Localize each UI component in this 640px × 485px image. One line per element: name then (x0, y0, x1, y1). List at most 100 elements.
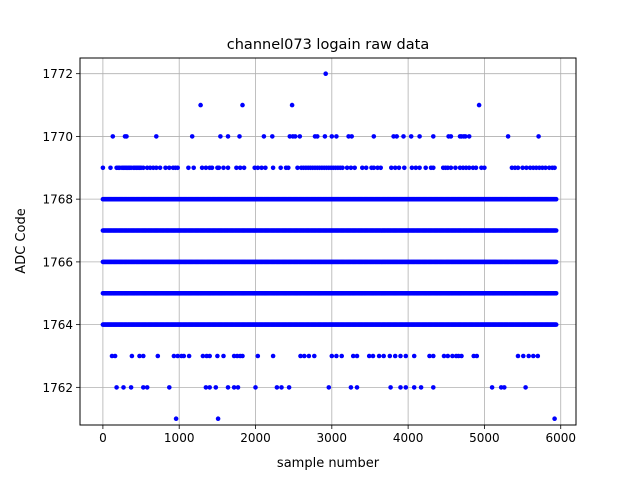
data-point (370, 353, 376, 359)
data-point (466, 134, 472, 139)
data-point (348, 165, 354, 171)
data-point (175, 353, 180, 359)
data-point (441, 353, 447, 359)
data-point (137, 353, 142, 359)
data-point (218, 134, 223, 139)
data-point (215, 353, 220, 359)
data-point (553, 322, 559, 327)
data-point (189, 134, 195, 139)
data-point (398, 353, 403, 359)
data-point (463, 134, 468, 139)
data-point (423, 165, 429, 171)
data-point (323, 71, 329, 76)
data-point (186, 165, 191, 171)
data-point (213, 385, 219, 390)
y-tick-label: 1770 (42, 130, 73, 144)
data-point (216, 165, 222, 171)
data-point (403, 353, 409, 359)
x-tick-label: 0 (99, 431, 107, 445)
data-point (329, 353, 335, 359)
data-point (141, 165, 146, 171)
data-point (100, 165, 106, 171)
data-point (225, 385, 231, 390)
data-point (141, 353, 146, 359)
y-tick-label: 1766 (42, 255, 73, 269)
data-point (278, 165, 284, 171)
data-point (255, 353, 261, 359)
data-point (515, 353, 521, 359)
data-point (388, 385, 393, 390)
data-points (100, 71, 559, 422)
data-point (398, 385, 403, 390)
data-point (263, 165, 268, 171)
x-tick-label: 5000 (469, 431, 500, 445)
data-point (521, 353, 526, 359)
data-point (225, 165, 231, 171)
data-point (235, 385, 241, 390)
data-point (378, 165, 384, 171)
data-point (396, 165, 402, 171)
data-point (552, 165, 557, 171)
data-point (112, 353, 118, 359)
data-point (315, 134, 320, 139)
data-point (553, 228, 559, 233)
data-point (526, 353, 531, 359)
data-point (402, 165, 407, 171)
data-point (108, 165, 113, 171)
x-tick-label: 3000 (317, 431, 348, 445)
data-point (413, 165, 419, 171)
data-point (344, 165, 350, 171)
data-point (203, 385, 209, 390)
data-point (552, 416, 557, 422)
data-point (286, 385, 292, 390)
data-point (312, 353, 317, 359)
data-point (474, 353, 480, 359)
data-point (302, 353, 307, 359)
grid (80, 58, 576, 425)
data-point (114, 385, 119, 390)
data-point (298, 353, 303, 359)
data-point (110, 134, 116, 139)
data-point (221, 165, 226, 171)
data-point (392, 165, 398, 171)
data-point (349, 134, 355, 139)
x-tick-label: 2000 (240, 431, 271, 445)
data-point (431, 134, 436, 139)
data-point (531, 353, 536, 359)
data-point (448, 165, 454, 171)
data-point (523, 385, 528, 390)
data-point (520, 165, 525, 171)
data-point (270, 353, 276, 359)
data-point (270, 165, 276, 171)
data-point (253, 385, 258, 390)
data-point (543, 165, 548, 171)
data-point (340, 165, 345, 171)
data-point (163, 165, 168, 171)
data-point (371, 165, 377, 171)
data-point (124, 134, 129, 139)
data-point (181, 353, 187, 359)
data-point (286, 165, 291, 171)
data-point (381, 353, 387, 359)
data-point (121, 385, 126, 390)
data-point (431, 165, 436, 171)
data-point (129, 353, 135, 359)
data-point (505, 134, 511, 139)
data-point (408, 134, 414, 139)
data-point (553, 259, 559, 265)
data-point (289, 102, 295, 108)
data-point (297, 134, 303, 139)
data-point (167, 385, 172, 390)
data-point (141, 385, 146, 390)
data-point (203, 165, 209, 171)
y-tick-label: 1772 (42, 67, 73, 81)
data-point (171, 353, 177, 359)
data-point (417, 134, 422, 139)
data-point (401, 134, 406, 139)
data-point (348, 385, 354, 390)
data-point (237, 134, 242, 139)
x-tick-label: 1000 (164, 431, 195, 445)
data-point (200, 353, 206, 359)
data-point (237, 165, 243, 171)
